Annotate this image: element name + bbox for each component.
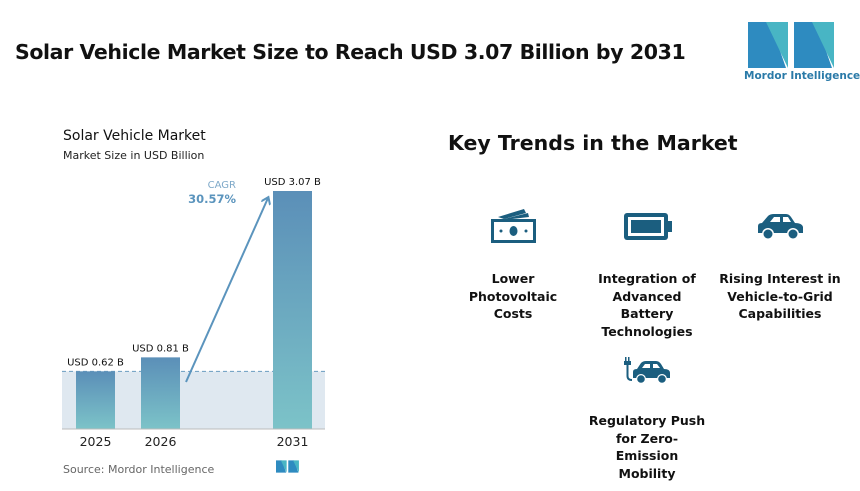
- bar-2031: [273, 191, 312, 429]
- trend-line: Battery: [620, 306, 674, 321]
- trend-line: Emission: [615, 448, 679, 463]
- chart-subtitle: Market Size in USD Billion: [63, 149, 205, 162]
- trend-regulatory-push: Regulatory Push for Zero- Emission Mobil…: [572, 412, 722, 482]
- trend-line: Lower: [491, 271, 535, 286]
- trend-line: for Zero-: [615, 430, 679, 446]
- trend-line: Vehicle-to-Grid: [727, 288, 833, 304]
- mordor-small-logo-icon: [276, 460, 299, 473]
- trend-line: Capabilities: [738, 306, 822, 321]
- car-icon: [758, 214, 803, 240]
- trend-lower-pv-costs: Lower Photovoltaic Costs: [438, 270, 588, 323]
- trend-line: Advanced: [612, 288, 682, 304]
- x-tick-2031: 2031: [277, 434, 309, 449]
- trend-line: Mobility: [618, 465, 676, 481]
- money-icon: [491, 209, 536, 243]
- mordor-logo-icon: [748, 22, 834, 68]
- data-label-2025: USD 0.62 B: [67, 357, 124, 368]
- page-title: Solar Vehicle Market Size to Reach USD 3…: [15, 40, 686, 64]
- bar-2025: [76, 371, 115, 429]
- trend-line: Integration of: [598, 271, 696, 286]
- x-tick-2025: 2025: [80, 434, 112, 449]
- trend-line: Regulatory Push: [588, 413, 706, 428]
- data-label-2031: USD 3.07 B: [264, 177, 321, 188]
- trend-line: Photovoltaic: [468, 288, 558, 304]
- cagr-value: 30.57%: [188, 192, 236, 206]
- cagr-label: CAGR: [208, 180, 236, 191]
- electric-car-icon: [624, 357, 670, 384]
- chart-title: Solar Vehicle Market: [63, 128, 206, 144]
- key-trends-heading: Key Trends in the Market: [448, 131, 738, 155]
- battery-icon: [624, 213, 672, 240]
- x-tick-2026: 2026: [145, 434, 177, 449]
- data-label-2026: USD 0.81 B: [132, 343, 189, 354]
- trend-battery-technologies: Integration of Advanced Battery Technolo…: [572, 270, 722, 340]
- trend-line: Technologies: [601, 323, 693, 339]
- trend-line: Rising Interest in: [719, 271, 841, 286]
- cagr-arrow: [185, 198, 268, 383]
- trend-line: Costs: [493, 306, 533, 321]
- bar-2026: [141, 357, 180, 429]
- logo-text: Mordor Intelligence: [744, 70, 860, 82]
- trend-vehicle-to-grid: Rising Interest in Vehicle-to-Grid Capab…: [705, 270, 855, 323]
- chart-source: Source: Mordor Intelligence: [63, 463, 215, 476]
